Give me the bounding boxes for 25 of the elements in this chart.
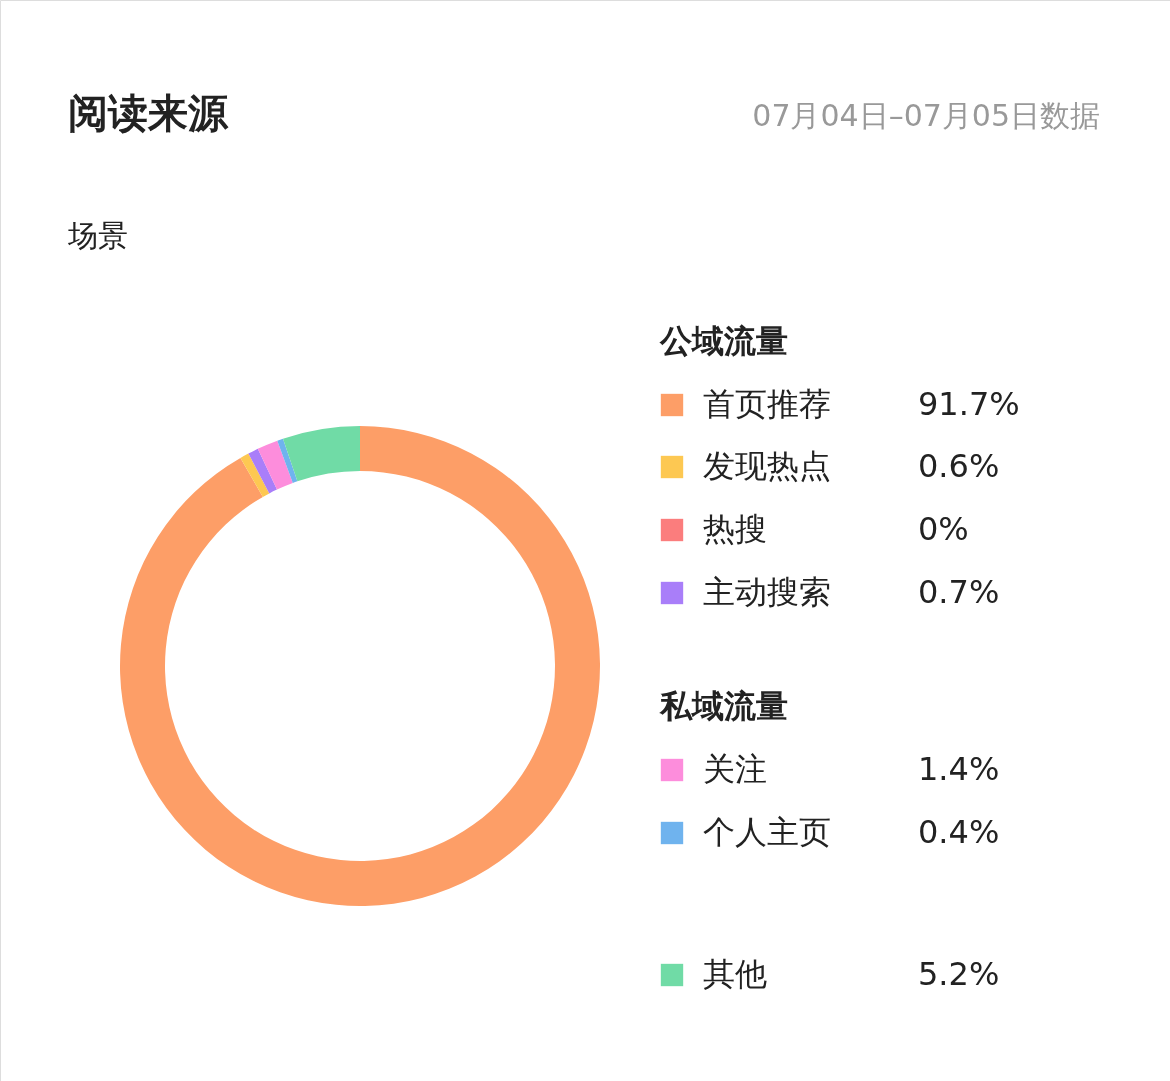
legend-label: 关注 xyxy=(703,750,767,788)
data-label: 91.7% xyxy=(918,385,1020,423)
data-label: 0.6% xyxy=(918,447,1000,485)
donut-slice xyxy=(120,426,600,906)
data-label: 0.4% xyxy=(918,813,1000,851)
donut-slice xyxy=(248,448,277,494)
chart-title: 阅读来源 xyxy=(68,90,229,136)
data-label: 5.2% xyxy=(918,955,1000,993)
donut-slice xyxy=(282,426,360,482)
legend-label: 其他 xyxy=(703,955,767,993)
data-label: 0.7% xyxy=(918,573,1000,611)
legend-label: 个人主页 xyxy=(703,813,831,851)
donut-slice xyxy=(277,438,298,483)
legend-label: 热搜 xyxy=(703,510,767,548)
data-label: 1.4% xyxy=(918,750,1000,788)
donut-slice xyxy=(257,440,293,490)
text: 私域流量 xyxy=(659,687,788,725)
legend-label: 首页推荐 xyxy=(703,385,831,423)
text: 0% xyxy=(918,510,969,548)
legend-label: 主动搜索 xyxy=(703,573,831,611)
legend-label: 发现热点 xyxy=(703,447,831,485)
donut-slice xyxy=(240,453,270,497)
text: 场景 xyxy=(67,218,128,253)
text: 公域流量 xyxy=(659,322,788,360)
chart-subtitle: 07月04日–07月05日数据 xyxy=(752,98,1100,133)
